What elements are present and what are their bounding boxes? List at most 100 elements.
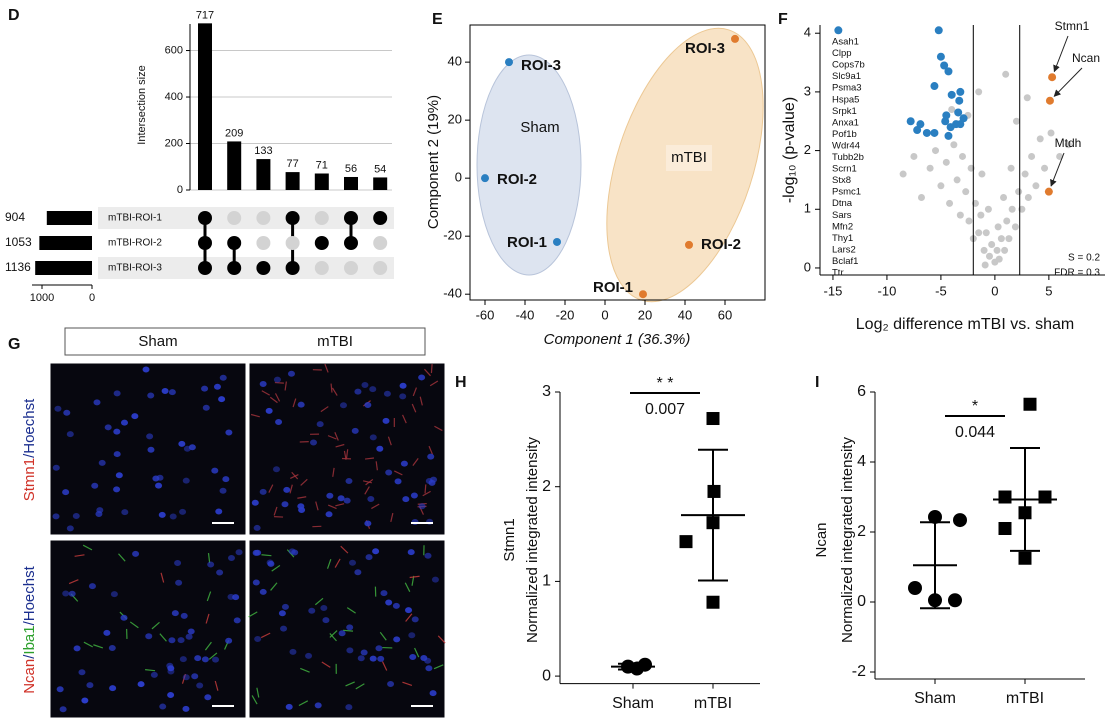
nucleus <box>121 509 129 516</box>
y-tick-label: 40 <box>448 54 462 69</box>
point <box>1011 223 1019 231</box>
point <box>948 106 956 114</box>
matrix-dot <box>373 261 388 275</box>
fiber <box>206 591 212 602</box>
gene-label: Psmc1 <box>832 187 861 198</box>
matrix-dot <box>256 261 271 275</box>
fiber <box>145 668 156 672</box>
nucleus <box>322 617 330 624</box>
note: S = 0.2 <box>1068 253 1100 264</box>
nucleus <box>253 524 261 531</box>
value-label: 77 <box>286 158 298 170</box>
nucleus <box>349 559 357 566</box>
bar <box>256 159 271 190</box>
x-tick-label: 0 <box>991 283 998 298</box>
nucleus <box>272 466 280 473</box>
nucleus <box>52 464 60 471</box>
nucleus <box>425 665 433 672</box>
nucleus <box>218 396 226 403</box>
nucleus <box>298 507 306 514</box>
point <box>985 252 993 260</box>
nucleus <box>159 703 167 710</box>
nucleus <box>291 549 299 556</box>
nucleus <box>320 605 328 612</box>
bar <box>227 141 242 190</box>
row-label-part: /Hoechst <box>21 565 38 625</box>
fiber <box>274 393 281 402</box>
point-label: ROI-1 <box>507 234 547 251</box>
fiber <box>160 572 165 583</box>
fiber <box>291 471 299 480</box>
matrix-dot <box>227 236 242 250</box>
nucleus <box>385 599 393 606</box>
fiber <box>424 484 427 494</box>
point <box>1021 170 1029 178</box>
nucleus <box>345 478 353 485</box>
annotation-arrow <box>1053 35 1069 73</box>
panel-letter: F <box>778 11 788 28</box>
point <box>1007 164 1015 172</box>
row-label: Ncan/Iba1/Hoechst <box>21 565 38 693</box>
nucleus <box>275 419 283 426</box>
point <box>679 535 693 549</box>
y-tick-label: 600 <box>165 44 183 56</box>
y-tick-label: -2 <box>852 663 866 680</box>
nucleus <box>259 488 267 495</box>
y-axis-label: Ncan <box>813 522 830 557</box>
nucleus <box>316 421 324 428</box>
fiber <box>375 461 378 471</box>
point <box>955 96 964 105</box>
nucleus <box>400 460 408 467</box>
nucleus <box>175 579 183 586</box>
nucleus <box>109 685 117 692</box>
point <box>977 211 985 219</box>
fiber <box>208 652 218 660</box>
nucleus <box>376 445 384 452</box>
nucleus <box>219 487 227 494</box>
matrix-dot <box>344 261 358 275</box>
matrix-dot <box>373 236 388 250</box>
point-label: ROI-1 <box>593 279 633 296</box>
x-tick-label: 40 <box>678 307 692 322</box>
point <box>1002 70 1010 78</box>
y-tick-label: 1 <box>542 573 551 590</box>
fiber <box>364 486 370 495</box>
nucleus <box>182 477 190 484</box>
gene-label: Tubb2b <box>832 152 864 163</box>
nucleus <box>409 654 417 661</box>
nucleus <box>429 690 437 697</box>
matrix-dot <box>373 211 388 225</box>
fiber <box>270 582 278 591</box>
fiber <box>387 436 392 446</box>
point <box>1008 205 1016 213</box>
point <box>930 82 939 91</box>
fiber <box>82 544 93 551</box>
point <box>1038 490 1052 504</box>
fiber <box>292 398 297 408</box>
point <box>930 128 939 137</box>
fiber <box>151 621 160 630</box>
fiber <box>320 406 329 413</box>
nucleus <box>212 656 220 663</box>
point <box>947 90 956 99</box>
set-size-label: 1053 <box>5 235 32 249</box>
nucleus <box>168 389 176 396</box>
nucleus <box>402 496 410 503</box>
nucleus <box>251 499 259 506</box>
x-tick-label: 60 <box>718 307 732 322</box>
nucleus <box>375 645 383 652</box>
nucleus <box>171 610 179 617</box>
x-axis-label: Component 1 (36.3%) <box>544 331 691 348</box>
matrix-dot <box>344 211 358 225</box>
nucleus <box>73 645 81 652</box>
fiber <box>271 564 281 572</box>
nucleus <box>110 591 118 598</box>
point <box>731 34 739 43</box>
nucleus <box>354 569 362 576</box>
nucleus <box>283 486 291 493</box>
nucleus <box>346 647 354 654</box>
point <box>995 255 1003 263</box>
point <box>940 61 949 70</box>
gene-label: Pof1b <box>832 129 857 140</box>
